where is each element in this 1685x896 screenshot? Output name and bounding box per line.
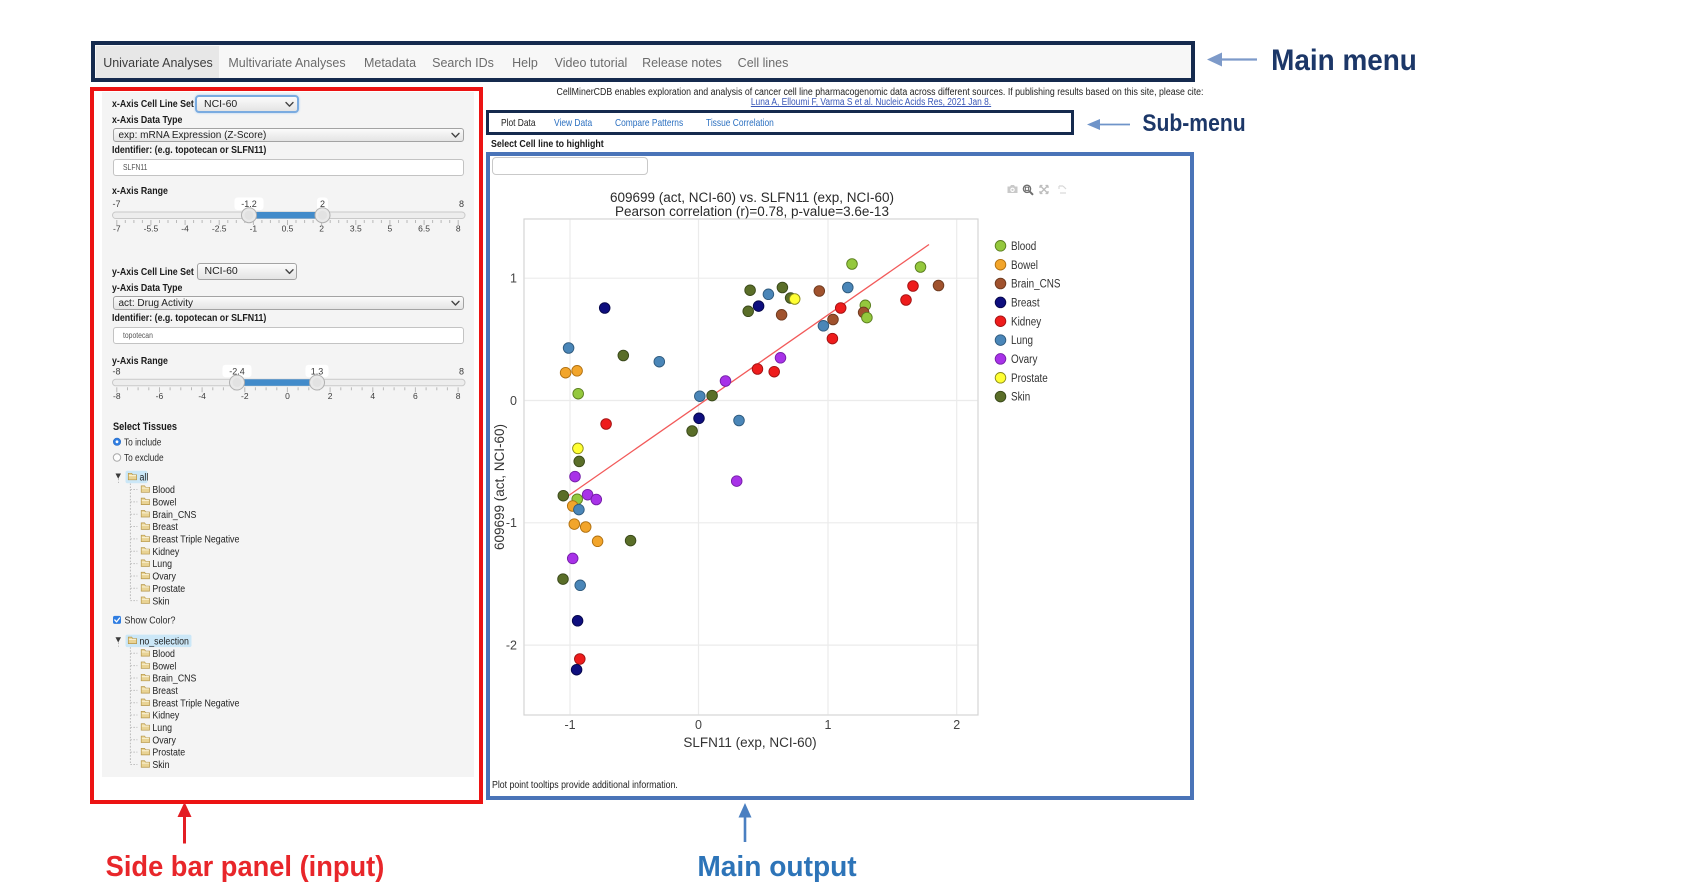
svg-text:2: 2: [328, 391, 333, 401]
svg-text:no_selection: no_selection: [140, 636, 189, 647]
svg-text:Brain_CNS: Brain_CNS: [152, 510, 196, 521]
svg-text:6.5: 6.5: [418, 224, 430, 234]
svg-text:Lung: Lung: [152, 559, 172, 570]
svg-text:all: all: [140, 473, 149, 484]
svg-text:8: 8: [456, 391, 461, 401]
svg-text:Skin: Skin: [152, 760, 169, 771]
svg-text:1.3: 1.3: [311, 366, 324, 376]
svg-text:Show Color?: Show Color?: [125, 615, 176, 626]
svg-text:2: 2: [953, 718, 960, 732]
svg-text:-8: -8: [113, 366, 121, 376]
svg-text:0: 0: [285, 391, 290, 401]
svg-text:Breast Triple Negative: Breast Triple Negative: [152, 698, 239, 709]
svg-text:Prostate: Prostate: [152, 748, 185, 759]
svg-text:Bowel: Bowel: [152, 661, 176, 672]
svg-text:Bowel: Bowel: [152, 497, 176, 508]
svg-text:Skin: Skin: [152, 596, 169, 607]
svg-text:To exclude: To exclude: [124, 453, 164, 464]
svg-text:Brain_CNS: Brain_CNS: [1011, 279, 1061, 291]
svg-text:Blood: Blood: [152, 485, 175, 496]
svg-text:-1.2: -1.2: [241, 199, 257, 209]
svg-text:Ovary: Ovary: [1011, 354, 1038, 366]
svg-text:-1: -1: [564, 718, 575, 732]
svg-text:To include: To include: [124, 437, 162, 448]
svg-text:Ovary: Ovary: [152, 735, 176, 746]
svg-text:609699 (act, NCI-60): 609699 (act, NCI-60): [492, 424, 507, 550]
svg-text:-4: -4: [181, 224, 189, 234]
svg-text:-1: -1: [250, 224, 258, 234]
svg-text:Ovary: Ovary: [152, 572, 176, 583]
svg-text:-2: -2: [241, 391, 249, 401]
svg-text:Bowel: Bowel: [1011, 260, 1038, 272]
svg-text:4: 4: [370, 391, 375, 401]
svg-text:Breast: Breast: [1011, 297, 1040, 309]
svg-text:Prostate: Prostate: [1011, 373, 1048, 385]
svg-text:-2: -2: [506, 638, 517, 652]
svg-text:1: 1: [825, 718, 832, 732]
svg-text:Breast: Breast: [152, 522, 178, 533]
svg-text:-8: -8: [113, 391, 121, 401]
svg-text:Skin: Skin: [1011, 392, 1030, 404]
svg-text:Blood: Blood: [1011, 241, 1036, 253]
svg-text:Brain_CNS: Brain_CNS: [152, 674, 196, 685]
svg-text:Breast: Breast: [152, 686, 178, 697]
svg-text:2: 2: [319, 224, 324, 234]
svg-text:1: 1: [510, 272, 517, 286]
svg-text:Prostate: Prostate: [152, 584, 185, 595]
svg-text:0.5: 0.5: [282, 224, 294, 234]
svg-text:8: 8: [459, 366, 464, 376]
svg-text:Kidney: Kidney: [152, 711, 179, 722]
svg-text:Lung: Lung: [152, 723, 172, 734]
svg-text:8: 8: [456, 224, 461, 234]
svg-text:0: 0: [510, 394, 517, 408]
svg-text:-6: -6: [156, 391, 164, 401]
svg-text:-1: -1: [506, 516, 517, 530]
svg-text:0: 0: [695, 718, 702, 732]
svg-text:Lung: Lung: [1011, 335, 1033, 347]
svg-text:5: 5: [388, 224, 393, 234]
svg-text:SLFN11 (exp, NCI-60): SLFN11 (exp, NCI-60): [683, 735, 816, 750]
svg-text:3.5: 3.5: [350, 224, 362, 234]
svg-text:-7: -7: [113, 199, 121, 209]
svg-text:-2.5: -2.5: [212, 224, 227, 234]
svg-text:-7: -7: [113, 224, 121, 234]
svg-text:6: 6: [413, 391, 418, 401]
svg-text:Kidney: Kidney: [1011, 316, 1041, 328]
svg-text:-5.5: -5.5: [144, 224, 159, 234]
svg-text:Kidney: Kidney: [152, 547, 179, 558]
svg-text:Blood: Blood: [152, 649, 175, 660]
svg-text:-2.4: -2.4: [229, 366, 245, 376]
svg-text:Breast Triple Negative: Breast Triple Negative: [152, 535, 239, 546]
svg-text:8: 8: [459, 199, 464, 209]
svg-text:2: 2: [320, 199, 325, 209]
svg-text:-4: -4: [198, 391, 206, 401]
